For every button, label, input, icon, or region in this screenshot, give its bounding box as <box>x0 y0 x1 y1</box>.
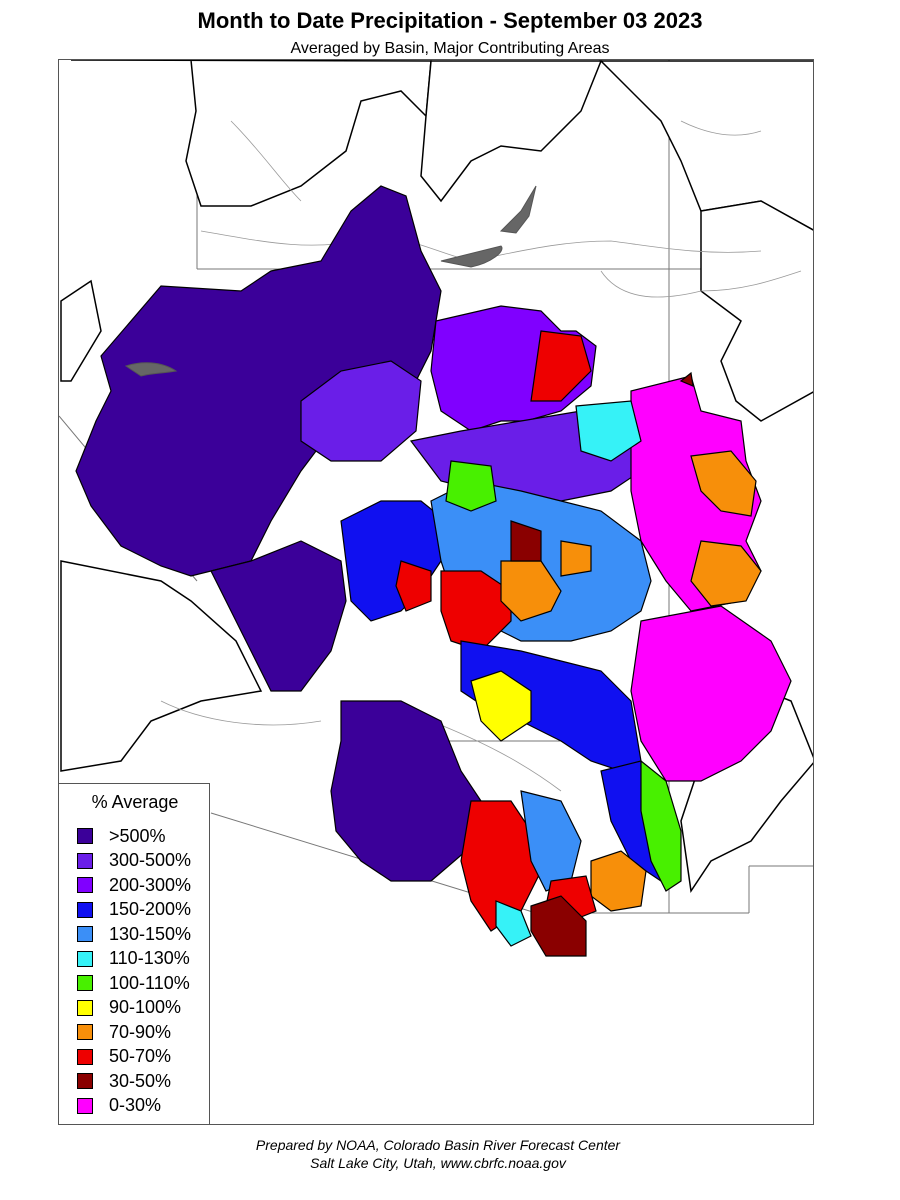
basin-outline <box>599 60 813 231</box>
legend-item: 70-90% <box>77 1020 191 1045</box>
basin-outline <box>60 560 263 772</box>
region-30-50-central <box>510 520 542 562</box>
basin-outline <box>680 680 813 894</box>
legend-label: 70-90% <box>109 1021 172 1042</box>
legend-label: 300-500% <box>109 850 192 871</box>
legend-item: 110-130% <box>77 947 191 972</box>
region-50-70-west <box>395 560 432 612</box>
region-110-130-south <box>495 900 532 947</box>
region-110-130-northeast <box>575 400 642 462</box>
map-subtitle: Averaged by Basin, Major Contributing Ar… <box>290 40 610 57</box>
legend-item: 30-50% <box>77 1069 191 1094</box>
region-gt500-south <box>330 700 482 882</box>
legend-item: >500% <box>77 824 191 849</box>
basin-outline <box>70 60 432 207</box>
river-line <box>680 120 762 136</box>
legend-label: 30-50% <box>109 1070 172 1091</box>
footer-location: Salt Lake City, Utah, www.cbrfc.noaa.gov <box>310 1155 566 1171</box>
legend-swatch <box>77 901 93 918</box>
legend-swatch <box>77 852 93 869</box>
river-line <box>430 720 562 792</box>
river-line <box>230 120 302 202</box>
legend-label: 50-70% <box>109 1046 172 1067</box>
legend-label: 90-100% <box>109 997 182 1018</box>
region-50-70-northeast <box>530 330 592 402</box>
river-line <box>470 240 762 262</box>
footer-credit: Prepared by NOAA, Colorado Basin River F… <box>255 1137 621 1153</box>
legend-item: 200-300% <box>77 873 191 898</box>
basin-outline <box>60 279 102 382</box>
legend-swatch <box>77 1073 93 1090</box>
basin-outline <box>700 200 813 422</box>
region-50-70-central <box>440 570 512 652</box>
reservoir-shape <box>499 185 537 234</box>
region-30-50-northeast-tip <box>679 371 694 387</box>
region-70-90-east-lower <box>690 540 762 607</box>
legend: % Average >500% 300-500% 200-300% 150-20… <box>58 783 210 1125</box>
legend-label: 130-150% <box>109 923 192 944</box>
precip-regions <box>75 185 792 957</box>
legend-label: >500% <box>109 825 166 846</box>
legend-label: 100-110% <box>109 972 190 993</box>
region-100-110-north <box>445 460 497 512</box>
basin-outline <box>420 60 603 203</box>
legend-swatch <box>77 950 93 967</box>
legend-list: >500% 300-500% 200-300% 150-200% 130-150… <box>77 824 191 1118</box>
legend-swatch <box>77 975 93 992</box>
region-300-500-central <box>300 360 422 462</box>
legend-item: 0-30% <box>77 1094 191 1119</box>
legend-item: 130-150% <box>77 922 191 947</box>
legend-item: 50-70% <box>77 1045 191 1070</box>
legend-swatch <box>77 877 93 894</box>
region-0-30-southeast <box>630 605 792 782</box>
region-150-200-west-central <box>340 500 447 622</box>
reservoirs <box>124 185 537 377</box>
map-title: Month to Date Precipitation - September … <box>197 8 703 33</box>
legend-label: 150-200% <box>109 899 192 920</box>
region-70-90-small <box>560 540 592 577</box>
legend-label: 0-30% <box>109 1095 162 1116</box>
legend-item: 300-500% <box>77 849 191 874</box>
legend-swatch <box>77 999 93 1016</box>
legend-swatch <box>77 828 93 845</box>
legend-item: 100-110% <box>77 971 191 996</box>
legend-swatch <box>77 926 93 943</box>
region-90-100-south <box>470 670 532 742</box>
legend-label: 200-300% <box>109 874 192 895</box>
legend-swatch <box>77 1048 93 1065</box>
legend-label: 110-130% <box>109 948 190 969</box>
region-30-50-south <box>530 895 587 957</box>
legend-item: 90-100% <box>77 996 191 1021</box>
legend-title: % Average <box>91 792 179 812</box>
legend-item: 150-200% <box>77 898 191 923</box>
region-gt500-west <box>210 540 347 692</box>
map-frame <box>58 59 814 1125</box>
reservoir-shape <box>124 362 178 377</box>
outer-basins <box>60 60 813 894</box>
legend-swatch <box>77 1097 93 1114</box>
reservoir-shape <box>440 245 503 268</box>
river-line <box>160 700 322 726</box>
river-line <box>600 270 802 298</box>
legend-swatch <box>77 1024 93 1041</box>
region-100-110-southeast <box>640 759 682 892</box>
precipitation-map <box>59 60 813 957</box>
region-70-90-east <box>690 450 757 517</box>
